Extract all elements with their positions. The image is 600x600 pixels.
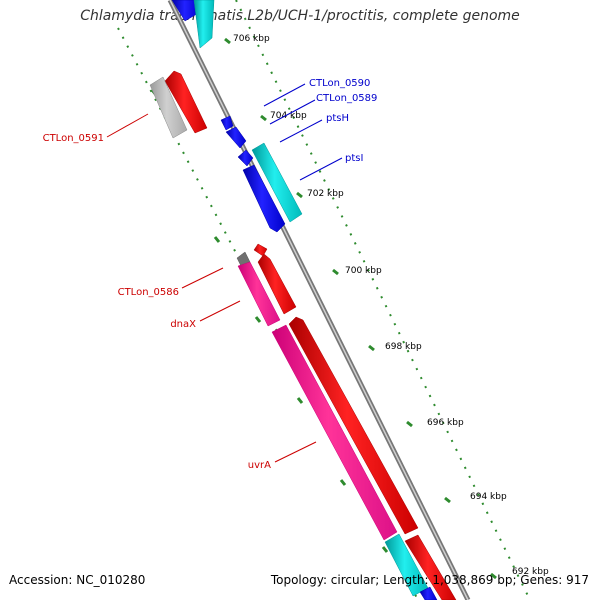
feature-gray-ctlon-0591[interactable] (149, 76, 188, 139)
feature-cyan-ptsI[interactable] (251, 142, 303, 223)
scale-labels: 706 kbp 704 kbp 702 kbp 700 kbp 698 kbp … (233, 34, 549, 577)
gene-label-ctlon-0590: CTLon_0590 (309, 78, 370, 89)
gene-label-dnaX: dnaX (170, 319, 196, 330)
label-leader-lines (106, 83, 343, 463)
gene-red-bottom[interactable] (404, 534, 457, 600)
genome-backbone (167, 0, 471, 600)
gene-labels: CTLon_0590 CTLon_0589 ptsH ptsI CTLon_05… (43, 78, 378, 471)
gene-label-ctlon-0591: CTLon_0591 (43, 133, 104, 144)
accession-label: Accession: NC_010280 (9, 573, 146, 587)
gene-ptsI[interactable] (242, 164, 286, 233)
gene-label-ctlon-0586: CTLon_0586 (118, 287, 179, 298)
scale-label-704: 704 kbp (270, 111, 307, 121)
gene-blue-bottom[interactable] (419, 586, 438, 600)
feature-cyan-top[interactable] (193, 0, 215, 49)
gene-label-ptsI: ptsI (345, 153, 363, 164)
gene-ctlon-0589[interactable] (225, 126, 247, 149)
outer-ruler-track (235, 0, 531, 600)
gene-ctlon-0591[interactable] (164, 70, 208, 134)
gene-dnaX[interactable] (257, 253, 297, 315)
scale-label-698: 698 kbp (385, 342, 422, 352)
gene-label-uvrA: uvrA (248, 460, 271, 471)
scale-label-706: 706 kbp (233, 34, 270, 44)
scale-label-702: 702 kbp (307, 189, 344, 199)
gene-ctlon-0590[interactable] (220, 115, 234, 131)
gene-red-small[interactable] (253, 243, 268, 257)
gene-label-ptsH: ptsH (326, 113, 349, 124)
scale-label-692: 692 kbp (512, 567, 549, 577)
genome-stats-label: Topology: circular; Length: 1,038,869 bp… (270, 573, 589, 587)
scale-label-700: 700 kbp (345, 266, 382, 276)
feature-magenta-ctlon-0586[interactable] (237, 261, 281, 327)
feature-magenta-uvrA[interactable] (271, 324, 398, 541)
scale-label-696: 696 kbp (427, 418, 464, 428)
scale-label-694: 694 kbp (470, 492, 507, 502)
gene-uvrA[interactable] (288, 316, 419, 535)
gene-ptsH[interactable] (237, 149, 254, 167)
gene-label-ctlon-0589: CTLon_0589 (316, 93, 377, 104)
